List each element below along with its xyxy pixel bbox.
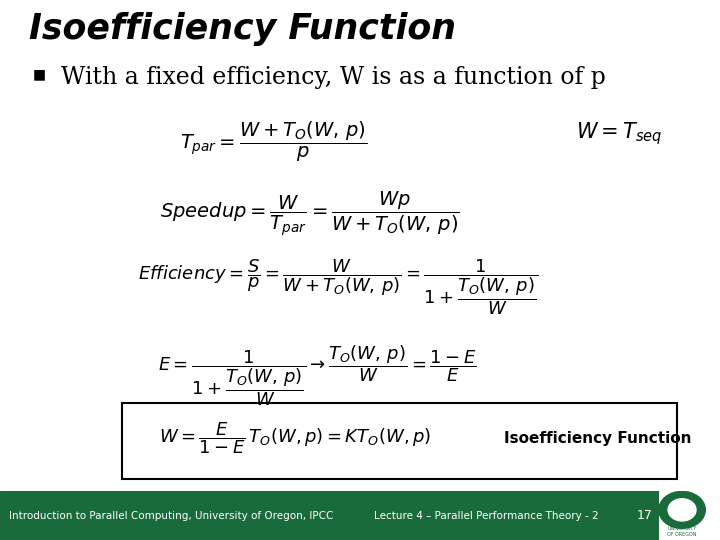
Circle shape [668,499,696,521]
Circle shape [659,491,706,528]
Text: $T_{par} = \dfrac{W + T_O(W,\,p)}{p}$: $T_{par} = \dfrac{W + T_O(W,\,p)}{p}$ [180,120,367,165]
Text: $E = \dfrac{1}{1 + \dfrac{T_O(W,\,p)}{W}} \rightarrow \dfrac{T_O(W,\,p)}{W} = \d: $E = \dfrac{1}{1 + \dfrac{T_O(W,\,p)}{W}… [158,344,476,408]
Text: $Efficiency = \dfrac{S}{p} = \dfrac{W}{W + T_O(W,\,p)} = \dfrac{1}{1 + \dfrac{T_: $Efficiency = \dfrac{S}{p} = \dfrac{W}{W… [138,258,539,318]
Text: $W = \dfrac{E}{1-E}\,T_O(W,p) = KT_O(W,p)$: $W = \dfrac{E}{1-E}\,T_O(W,p) = KT_O(W,p… [159,421,431,456]
Text: $W = T_{seq}$: $W = T_{seq}$ [576,120,662,147]
Text: Introduction to Parallel Computing, University of Oregon, IPCC: Introduction to Parallel Computing, Univ… [9,511,333,521]
Text: With a fixed efficiency, W is as a function of p: With a fixed efficiency, W is as a funct… [61,66,606,89]
Text: $\blacksquare$: $\blacksquare$ [32,69,46,83]
FancyBboxPatch shape [122,403,677,479]
Text: Isoefficiency Function: Isoefficiency Function [29,12,456,46]
Text: Lecture 4 – Parallel Performance Theory - 2: Lecture 4 – Parallel Performance Theory … [374,511,599,521]
Text: $Speedup = \dfrac{W}{T_{par}} = \dfrac{Wp}{W + T_O(W,\,p)}$: $Speedup = \dfrac{W}{T_{par}} = \dfrac{W… [160,189,459,238]
Text: Isoefficiency Function: Isoefficiency Function [504,431,691,446]
Text: 17: 17 [636,509,652,522]
Text: UNIVERSITY
OF OREGON: UNIVERSITY OF OREGON [667,526,697,537]
